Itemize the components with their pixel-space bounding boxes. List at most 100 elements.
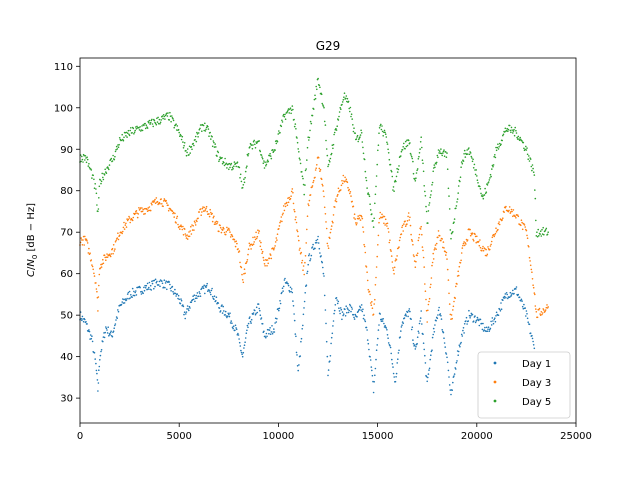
data-point <box>472 167 475 169</box>
data-point <box>197 136 199 138</box>
data-point <box>231 168 233 171</box>
data-point <box>245 262 248 264</box>
data-point <box>445 156 448 158</box>
data-point <box>409 310 411 313</box>
data-point <box>279 302 282 305</box>
data-point <box>494 234 496 236</box>
data-point <box>304 292 307 294</box>
data-point <box>169 283 171 286</box>
data-point <box>344 308 346 311</box>
data-point <box>387 342 390 344</box>
data-point <box>312 181 314 184</box>
data-point <box>206 282 208 285</box>
data-point <box>404 225 407 227</box>
data-point <box>252 243 255 245</box>
data-point <box>446 152 448 154</box>
y-tick-label: 40 <box>60 352 73 363</box>
data-point <box>281 214 284 216</box>
data-point <box>86 240 88 242</box>
data-point <box>339 307 342 309</box>
data-point <box>134 212 136 215</box>
data-point <box>269 254 272 256</box>
data-point <box>489 328 491 331</box>
data-point <box>368 290 371 293</box>
data-point <box>503 131 506 133</box>
data-point <box>521 221 523 224</box>
data-point <box>164 114 167 117</box>
data-point <box>471 160 474 163</box>
data-point <box>357 310 360 313</box>
data-point <box>332 143 335 146</box>
data-point <box>298 151 300 153</box>
data-point <box>232 327 234 330</box>
data-point <box>446 258 448 260</box>
y-tick-label: 100 <box>54 103 73 114</box>
data-point <box>167 209 170 212</box>
data-point <box>448 376 450 378</box>
data-point <box>444 250 447 253</box>
data-point <box>327 165 329 168</box>
data-point <box>301 171 303 173</box>
data-point <box>534 305 537 307</box>
data-point <box>89 334 92 336</box>
data-point <box>387 231 390 233</box>
plot-frame <box>79 57 577 424</box>
data-point <box>440 318 443 320</box>
data-point <box>479 188 482 190</box>
data-point <box>339 312 341 315</box>
data-point <box>310 122 313 125</box>
data-point <box>452 309 454 311</box>
data-point <box>416 254 418 257</box>
data-point <box>433 331 436 333</box>
data-point <box>523 224 526 226</box>
data-point <box>402 230 405 232</box>
data-point <box>224 157 226 160</box>
y-tick-label: 30 <box>60 394 73 405</box>
data-point <box>460 333 463 336</box>
data-point <box>463 244 466 247</box>
data-point <box>364 320 367 323</box>
data-point <box>525 145 527 148</box>
data-point <box>505 205 507 208</box>
data-point <box>257 303 260 305</box>
data-point <box>353 318 356 320</box>
data-point <box>510 131 512 134</box>
data-point <box>394 380 397 383</box>
data-point <box>296 354 298 356</box>
data-point <box>200 124 202 126</box>
data-point <box>532 344 535 346</box>
data-point <box>469 317 471 319</box>
data-point <box>505 129 508 132</box>
data-point <box>253 241 255 243</box>
data-point <box>532 340 534 343</box>
data-point <box>257 232 260 234</box>
data-point <box>81 319 83 322</box>
data-point <box>228 227 230 230</box>
data-point <box>395 372 398 375</box>
data-point <box>177 297 179 300</box>
data-point <box>108 164 111 166</box>
data-point <box>278 307 281 310</box>
data-point <box>213 215 215 218</box>
data-point <box>337 187 340 190</box>
data-point <box>161 203 163 205</box>
data-point <box>493 318 496 321</box>
data-point <box>427 210 430 212</box>
data-point <box>476 316 479 319</box>
data-point <box>479 246 482 249</box>
data-point <box>371 369 373 372</box>
data-point <box>371 374 374 377</box>
data-point <box>301 259 304 262</box>
data-point <box>288 112 291 114</box>
data-point <box>167 204 169 206</box>
data-point <box>311 185 314 187</box>
data-point <box>195 294 197 297</box>
data-point <box>137 213 140 215</box>
data-point <box>420 310 423 312</box>
data-point <box>436 154 439 157</box>
data-point <box>486 253 489 256</box>
data-point <box>86 242 89 244</box>
data-point <box>531 271 533 274</box>
data-point <box>409 224 412 227</box>
data-point <box>420 225 423 228</box>
